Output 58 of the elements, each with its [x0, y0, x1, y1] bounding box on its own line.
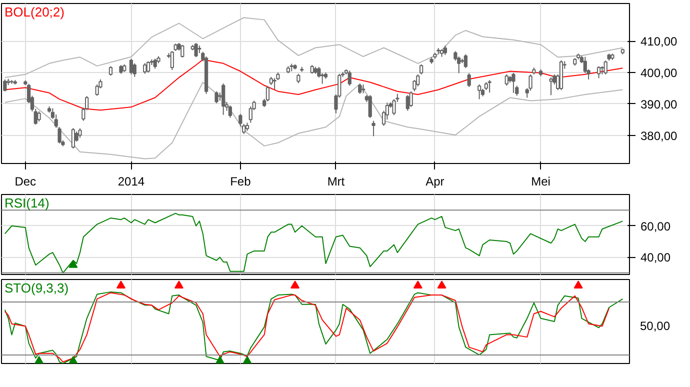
- candlestick: [228, 104, 232, 118]
- candlestick: [409, 90, 413, 108]
- line-series: [4, 82, 624, 160]
- chart-title: STO(9,3,3): [4, 280, 69, 296]
- x-tick-label: Apr: [426, 174, 444, 188]
- candlestick: [129, 58, 134, 75]
- y-tick-label: 40,00: [640, 250, 671, 265]
- x-tick-label: Mei: [531, 174, 550, 188]
- line-series: [4, 212, 624, 274]
- x-tick-label: 2014: [118, 174, 145, 188]
- y-tick-label: 390,00: [640, 97, 678, 112]
- y-tick-label: 410,00: [640, 34, 678, 49]
- x-tick-label: Mrt: [327, 174, 346, 188]
- candlestick: [320, 72, 324, 84]
- candlestick: [406, 94, 410, 112]
- line-series: [4, 59, 624, 111]
- candlestick: [143, 62, 147, 74]
- candlestick: [153, 58, 157, 70]
- candlestick: [170, 50, 174, 71]
- candlestick: [358, 83, 362, 94]
- candlestick: [272, 78, 276, 90]
- candlestick: [504, 74, 508, 86]
- candlestick: [3, 78, 7, 92]
- text: 50,00: [640, 318, 670, 335]
- candlestick: [95, 84, 99, 96]
- candlestick: [54, 114, 58, 128]
- candlestick: [488, 80, 492, 94]
- candlestick: [296, 73, 300, 84]
- candlestick: [214, 90, 218, 104]
- candlestick: [222, 83, 226, 116]
- candlestick: [596, 66, 601, 79]
- y-tick-label: 400,00: [640, 66, 678, 80]
- y-tick-label: 60,00: [640, 219, 671, 234]
- y-tick-label: 380,00: [640, 128, 678, 143]
- x-tick-label: Feb: [230, 174, 252, 188]
- candlestick: [58, 126, 62, 144]
- candlestick: [467, 72, 471, 88]
- candlestick: [419, 64, 424, 75]
- candlestick: [180, 44, 184, 58]
- candlestick: [512, 72, 516, 94]
- candlestick: [368, 94, 372, 119]
- x-tick-label: Dec: [14, 174, 36, 188]
- candlestick: [132, 62, 136, 78]
- candlestick: [464, 54, 468, 69]
- candlestick: [194, 42, 198, 58]
- chart-title: BOL(20;2): [4, 4, 64, 20]
- candlestick: [348, 70, 352, 86]
- candlestick: [146, 60, 150, 74]
- chart-title: RSI(14): [4, 196, 50, 210]
- candlestick: [478, 84, 482, 100]
- candlestick: [78, 128, 82, 138]
- candlestick: [443, 45, 448, 56]
- candlestick: [372, 120, 376, 137]
- candlestick: [108, 66, 113, 76]
- candlestick: [604, 60, 608, 75]
- candlestick: [71, 128, 75, 149]
- candlestick: [549, 77, 553, 96]
- candlestick: [37, 110, 41, 122]
